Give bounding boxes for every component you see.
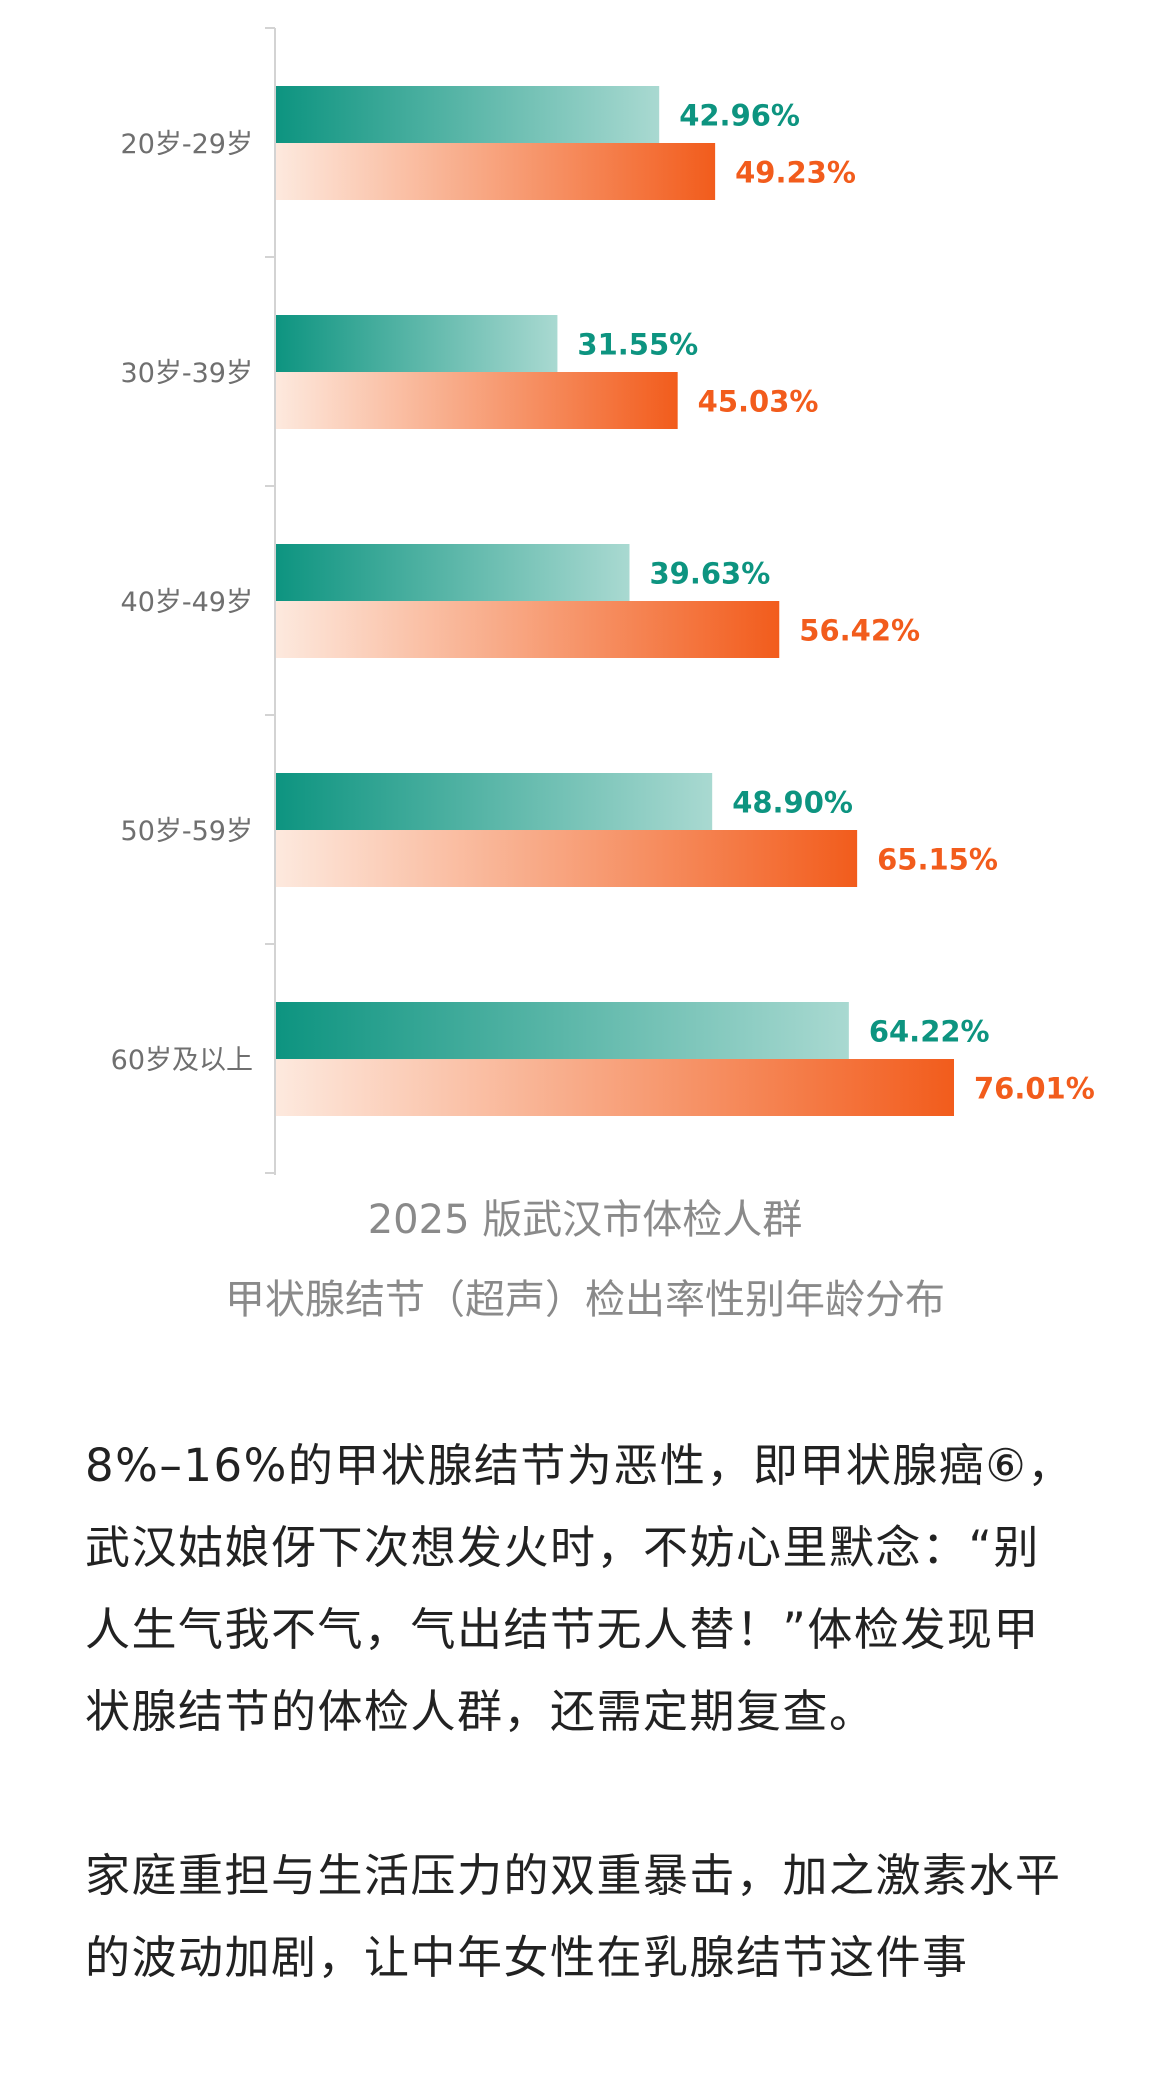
- bar-series-orange: [276, 601, 780, 658]
- bar-series-teal: [276, 315, 558, 372]
- y-tick-label: 20岁-29岁: [121, 129, 253, 160]
- bar-series-teal: [276, 86, 660, 143]
- bar-series-orange: [276, 372, 678, 429]
- data-label-series-orange: 56.42%: [799, 614, 920, 648]
- bar-series-orange: [276, 143, 716, 200]
- data-label-series-teal: 39.63%: [649, 557, 770, 591]
- article-paragraph-1: 8%–16%的甲状腺结节为恶性，即甲状腺癌⑥，武汉姑娘伢下次想发火时，不妨心里默…: [85, 1439, 1074, 1738]
- y-tick-label: 30岁-39岁: [121, 358, 253, 389]
- data-label-series-orange: 76.01%: [974, 1072, 1095, 1106]
- y-tick-label: 60岁及以上: [111, 1045, 253, 1076]
- chart-caption: 2025 版武汉市体检人群 甲状腺结节（超声）检出率性别年龄分布: [0, 1180, 1170, 1340]
- data-label-series-orange: 65.15%: [877, 843, 998, 877]
- y-tick-label: 50岁-59岁: [121, 816, 253, 847]
- data-label-series-orange: 49.23%: [735, 156, 856, 190]
- bar-series-teal: [276, 773, 713, 830]
- bar-series-orange: [276, 1059, 955, 1116]
- chart-svg: 20岁-29岁 42.96% 49.23% 30岁-39岁 31.55%45.03% 40…: [111, 27, 1095, 1175]
- data-label-series-orange: 45.03%: [698, 385, 819, 419]
- data-label-series-teal: 48.90%: [732, 786, 853, 820]
- bar-series-teal: [276, 1002, 849, 1059]
- chart-title-line-2: 甲状腺结节（超声）检出率性别年龄分布: [225, 1277, 945, 1323]
- bar-chart: 20岁-29岁 42.96% 49.23% 30岁-39岁 31.55% 45.03% 40…: [111, 27, 1095, 1175]
- bar-series-teal: [276, 544, 630, 601]
- y-tick-label: 40岁-49岁: [121, 587, 253, 618]
- article-body: 8%–16%的甲状腺结节为恶性，即甲状腺癌⑥，武汉姑娘伢下次想发火时，不妨心里默…: [85, 1425, 1085, 2081]
- data-label-series-teal: 64.22%: [869, 1015, 990, 1049]
- chart-title-line-1: 2025 版武汉市体检人群: [367, 1197, 803, 1243]
- bar-series-orange: [276, 830, 858, 887]
- data-label-series-teal: 42.96%: [679, 99, 800, 133]
- data-label-series-teal: 31.55%: [577, 328, 698, 362]
- article-paragraph-2: 家庭重担与生活压力的双重暴击，加之激素水平的波动加剧，让中年女性在乳腺结节这件事: [85, 1849, 1062, 1984]
